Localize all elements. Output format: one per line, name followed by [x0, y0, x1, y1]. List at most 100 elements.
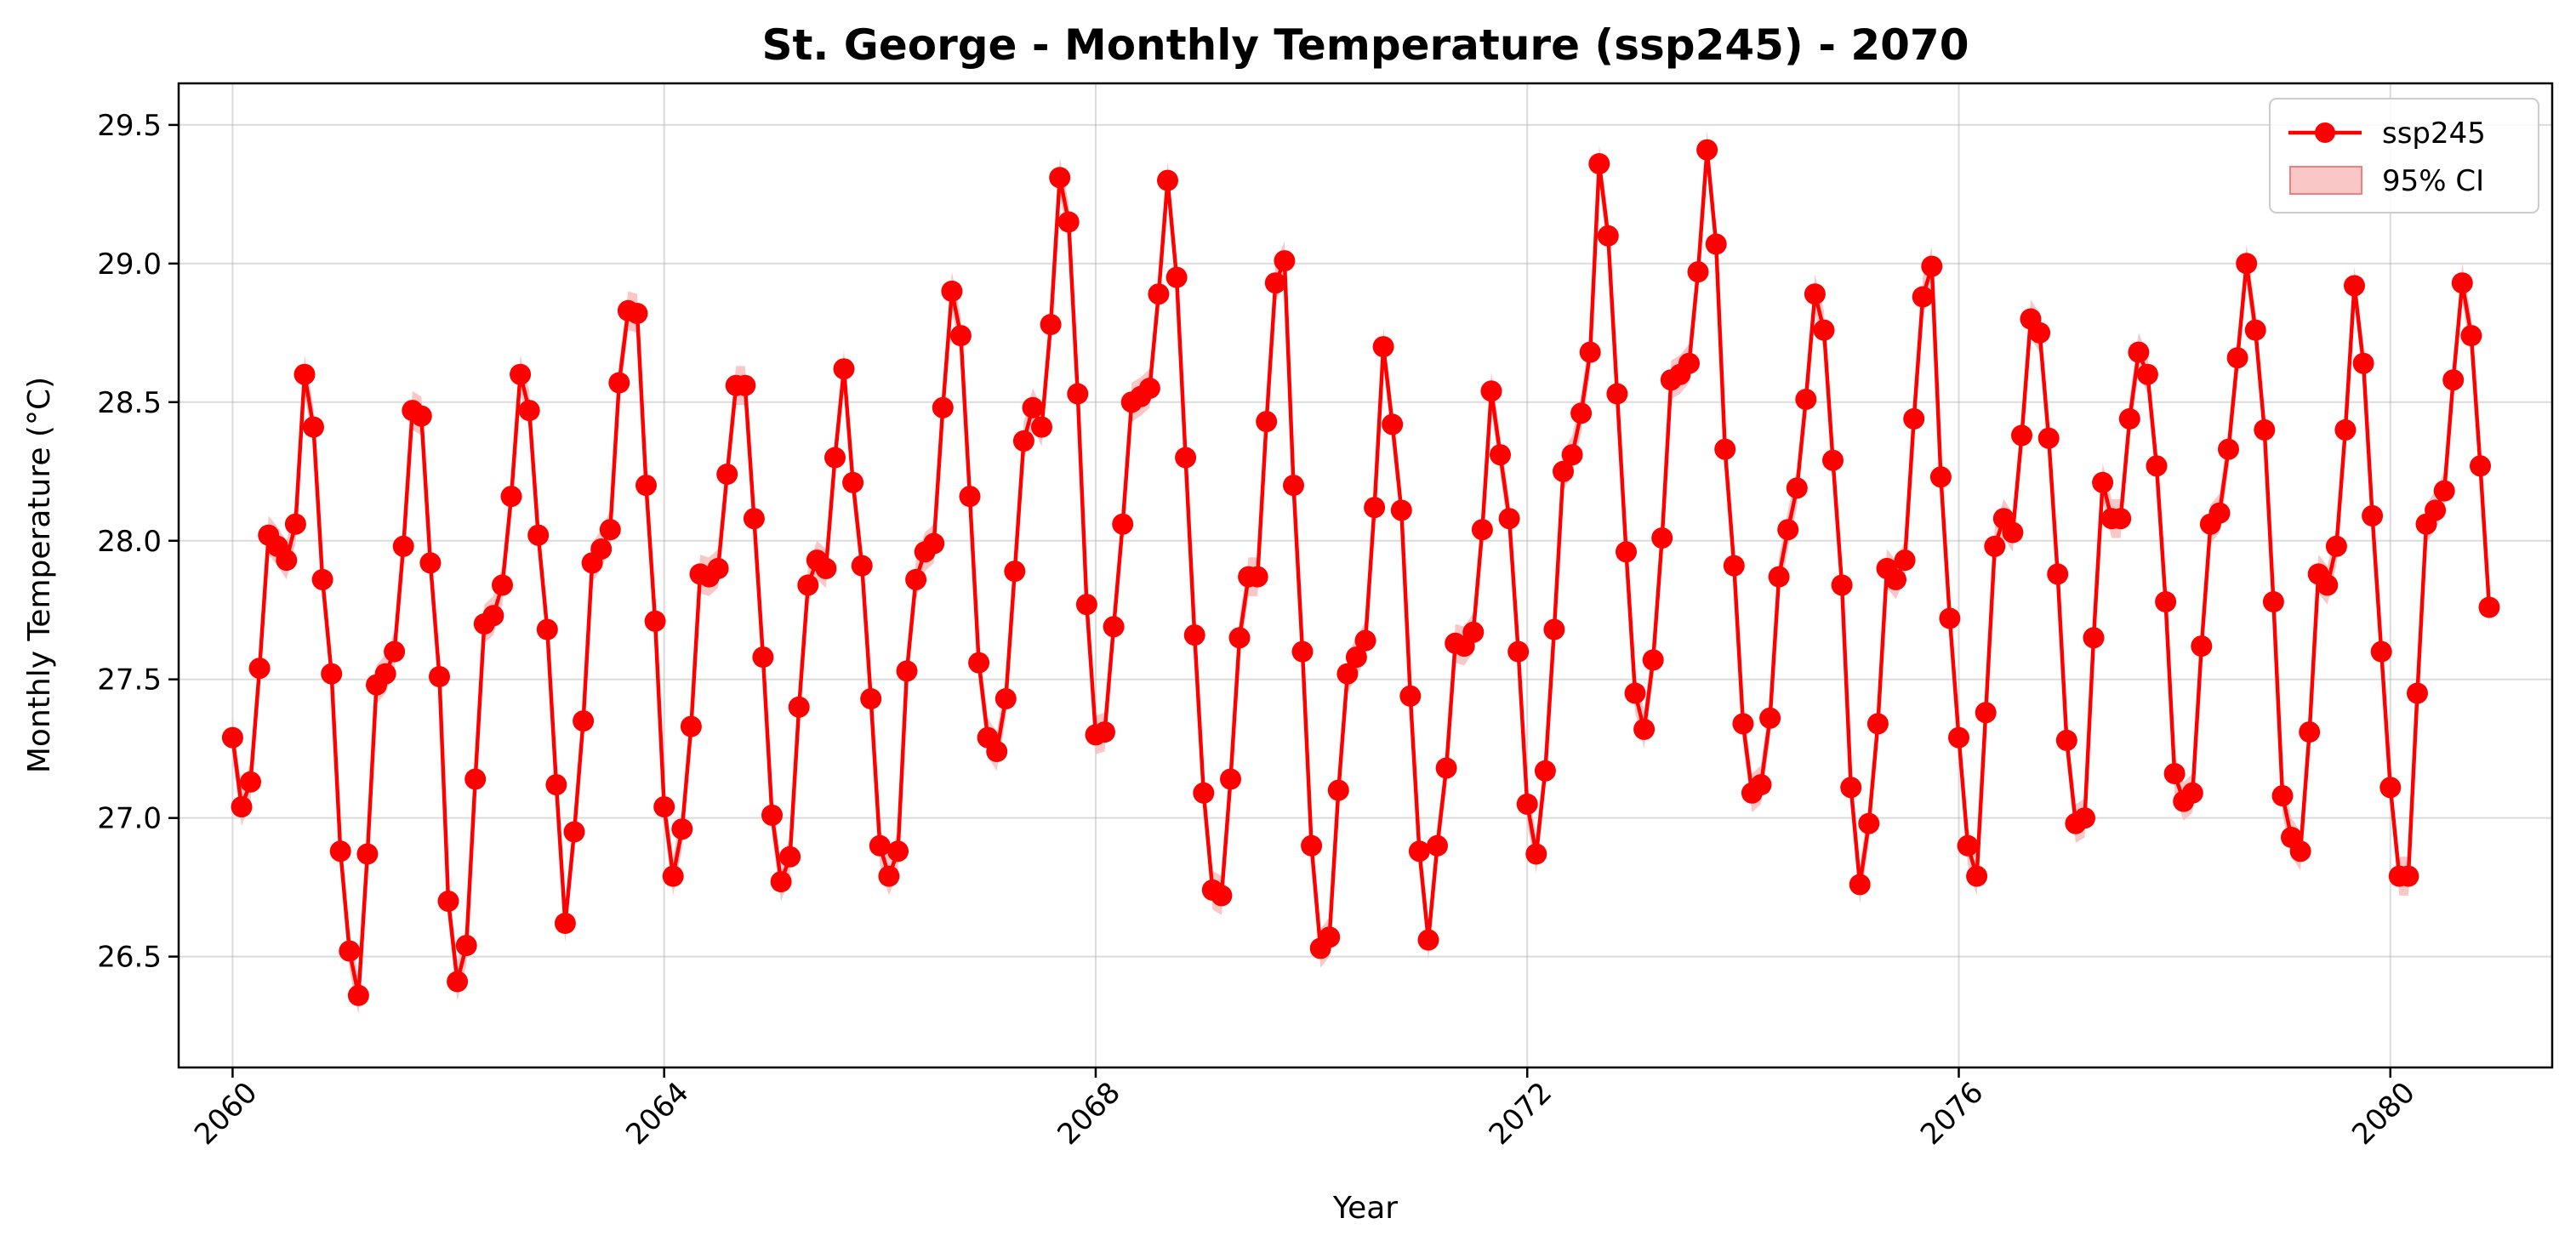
data-point: [1543, 618, 1565, 640]
data-point: [1067, 383, 1089, 405]
data-point: [1165, 266, 1188, 288]
data-point: [1211, 885, 1233, 907]
data-point: [1642, 649, 1664, 671]
data-point: [2262, 591, 2284, 612]
data-point: [1732, 713, 1754, 735]
data-point: [1912, 286, 1934, 308]
data-point: [455, 935, 477, 957]
data-point: [635, 475, 657, 497]
data-point: [1885, 568, 1906, 590]
data-point: [2208, 502, 2231, 524]
data-point: [994, 688, 1017, 709]
data-point: [2236, 253, 2258, 275]
data-point: [1336, 663, 1359, 685]
data-point: [1372, 336, 1394, 358]
data-point: [2037, 427, 2060, 449]
data-point: [1354, 629, 1376, 652]
y-axis-label: Monthly Temperature (°C): [22, 377, 57, 773]
data-point: [2244, 319, 2266, 341]
data-point: [1390, 499, 1412, 521]
data-point: [1004, 561, 1026, 583]
data-point: [851, 555, 873, 577]
data-point: [536, 618, 558, 640]
data-point: [716, 464, 738, 485]
data-point: [734, 374, 756, 396]
data-point: [1220, 768, 1241, 790]
data-point: [437, 891, 459, 912]
data-point: [1498, 508, 1520, 530]
data-point: [2092, 471, 2114, 493]
data-point: [869, 834, 891, 857]
data-point: [707, 557, 729, 579]
data-point: [1624, 682, 1646, 704]
data-point: [392, 535, 414, 557]
data-point: [824, 447, 846, 469]
data-point: [779, 845, 801, 868]
data-point: [1948, 726, 1969, 749]
y-tick-label: 28.5: [97, 386, 162, 420]
data-point: [284, 513, 306, 535]
data-point: [1427, 834, 1448, 857]
data-point: [1507, 640, 1530, 663]
data-point: [1256, 411, 1278, 433]
data-point: [554, 913, 576, 934]
legend-label-ci: 95% CI: [2382, 164, 2484, 198]
data-point: [2397, 865, 2419, 887]
data-point: [464, 768, 487, 790]
data-point: [1561, 444, 1583, 466]
data-point: [1138, 378, 1160, 399]
y-tick-label: 27.0: [97, 802, 162, 836]
y-tick-label: 29.0: [97, 248, 162, 282]
data-point: [276, 549, 298, 572]
data-point: [2181, 782, 2203, 804]
data-point: [2128, 341, 2150, 363]
data-point: [1616, 541, 1637, 563]
data-point: [356, 843, 379, 865]
data-point: [2334, 418, 2357, 441]
data-point: [626, 303, 648, 324]
data-point: [2344, 275, 2365, 297]
data-point: [1597, 225, 1619, 247]
data-point: [1705, 233, 1727, 255]
data-point: [941, 280, 963, 302]
data-point: [1103, 616, 1125, 638]
data-point: [1435, 757, 1457, 779]
data-point: [1516, 793, 1538, 815]
data-point: [932, 396, 954, 418]
data-point: [1570, 402, 1593, 424]
data-point: [671, 818, 693, 840]
data-point: [527, 524, 550, 546]
data-point: [1040, 314, 1062, 335]
legend: ssp245 95% CI: [2269, 98, 2539, 213]
data-point: [1022, 396, 1044, 418]
data-point: [1319, 926, 1341, 948]
data-point: [1633, 718, 1656, 740]
data-point: [1579, 341, 1601, 363]
data-point: [2460, 325, 2482, 347]
data-point: [518, 400, 540, 422]
data-point: [545, 774, 567, 796]
data-point: [1777, 519, 1799, 541]
data-point: [761, 804, 783, 826]
data-point: [1984, 535, 2006, 557]
data-point: [752, 646, 774, 669]
data-point: [429, 666, 450, 687]
legend-marker-swatch: [2315, 122, 2335, 143]
data-point: [1364, 497, 1386, 519]
data-point: [1723, 555, 1745, 577]
data-point: [1840, 777, 1862, 799]
data-point: [248, 657, 271, 680]
data-point: [329, 840, 351, 862]
data-point: [1921, 255, 1943, 277]
data-point: [1858, 812, 1880, 834]
data-point: [590, 538, 613, 560]
data-point: [1553, 460, 1574, 482]
data-point: [2146, 455, 2168, 477]
data-point: [905, 568, 927, 590]
data-point: [2155, 591, 2177, 612]
plot-area-frame: [177, 82, 2554, 1069]
data-point: [653, 796, 675, 818]
data-point: [743, 508, 765, 530]
data-point: [1175, 447, 1197, 469]
data-point: [842, 471, 864, 493]
